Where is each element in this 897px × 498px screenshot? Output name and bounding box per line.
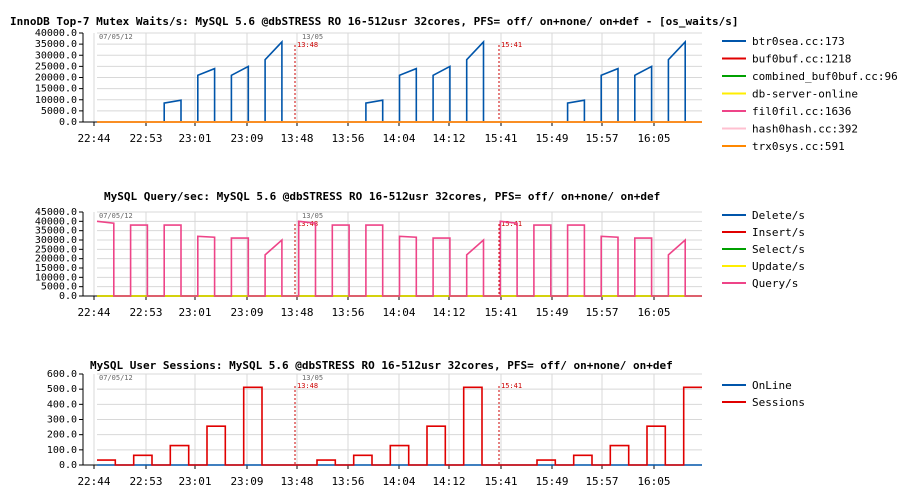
- y-tick-label: 25000.0: [35, 61, 77, 72]
- y-tick-label: 35000.0: [35, 39, 77, 50]
- y-tick-label: 20000.0: [35, 73, 77, 84]
- chart-1: InnoDB Top-7 Mutex Waits/s: MySQL 5.6 @d…: [10, 15, 897, 153]
- y-tick-label: 45000.0: [35, 207, 77, 218]
- x-tick-label: 23:09: [230, 306, 263, 319]
- legend-entry: Select/s: [752, 243, 805, 256]
- y-tick-label: 40000.0: [35, 216, 77, 227]
- x-tick-label: 15:49: [535, 132, 568, 145]
- x-tick-label: 23:09: [230, 132, 263, 145]
- x-tick-label: 23:01: [178, 132, 211, 145]
- y-tick-label: 30000.0: [35, 50, 77, 61]
- legend-entry: OnLine: [752, 379, 792, 392]
- x-tick-label: 14:04: [382, 306, 415, 319]
- legend-entry: Update/s: [752, 260, 805, 273]
- x-tick-label: 15:41: [484, 306, 517, 319]
- legend-entry: combined_buf0buf.cc:968: [752, 70, 897, 83]
- legend-entry: Query/s: [752, 277, 798, 290]
- x-tick-label: 14:12: [432, 132, 465, 145]
- legend-entry: Sessions: [752, 396, 805, 409]
- y-tick-label: 35000.0: [35, 226, 77, 237]
- x-tick-label: 13:56: [331, 132, 364, 145]
- y-tick-label: 0.0: [59, 117, 77, 128]
- x-tick-label: 15:41: [484, 132, 517, 145]
- legend-entry: Delete/s: [752, 209, 805, 222]
- marker-label: 15:41: [501, 382, 522, 390]
- date-label: 13/05: [302, 33, 323, 41]
- x-tick-label: 14:12: [432, 475, 465, 488]
- date-label: 13/05: [302, 212, 323, 220]
- date-label: 13/05: [302, 374, 323, 382]
- x-tick-label: 13:48: [280, 475, 313, 488]
- x-tick-label: 15:41: [484, 475, 517, 488]
- x-tick-label: 22:44: [77, 475, 110, 488]
- y-tick-label: 30000.0: [35, 235, 77, 246]
- marker-label: 13:48: [297, 220, 318, 228]
- x-tick-label: 13:48: [280, 306, 313, 319]
- marker-label: 13:48: [297, 41, 318, 49]
- y-tick-label: 10000.0: [35, 272, 77, 283]
- x-tick-label: 14:12: [432, 306, 465, 319]
- y-tick-label: 300.0: [47, 415, 77, 426]
- x-tick-label: 15:57: [585, 475, 618, 488]
- series-line: [97, 386, 702, 466]
- x-tick-label: 16:05: [637, 475, 670, 488]
- x-tick-label: 14:04: [382, 475, 415, 488]
- y-tick-label: 5000.0: [41, 106, 77, 117]
- legend-entry: btr0sea.cc:173: [752, 35, 845, 48]
- marker-label: 15:41: [501, 220, 522, 228]
- legend-entry: fil0fil.cc:1636: [752, 105, 851, 118]
- x-tick-label: 13:48: [280, 132, 313, 145]
- y-tick-label: 15000.0: [35, 263, 77, 274]
- chart-title: InnoDB Top-7 Mutex Waits/s: MySQL 5.6 @d…: [10, 15, 738, 28]
- x-tick-label: 14:04: [382, 132, 415, 145]
- x-tick-label: 22:53: [129, 132, 162, 145]
- x-tick-label: 22:53: [129, 306, 162, 319]
- x-tick-label: 23:09: [230, 475, 263, 488]
- x-tick-label: 23:01: [178, 306, 211, 319]
- legend-entry: Insert/s: [752, 226, 805, 239]
- x-tick-label: 13:56: [331, 475, 364, 488]
- x-tick-label: 15:49: [535, 306, 568, 319]
- date-label: 07/05/12: [99, 374, 133, 382]
- series-line: [96, 220, 702, 297]
- legend-entry: buf0buf.cc:1218: [752, 53, 851, 66]
- y-tick-label: 0.0: [59, 291, 77, 302]
- x-tick-label: 16:05: [637, 306, 670, 319]
- date-label: 07/05/12: [99, 212, 133, 220]
- x-tick-label: 23:01: [178, 475, 211, 488]
- chart-3: MySQL User Sessions: MySQL 5.6 @dbSTRESS…: [47, 359, 805, 488]
- y-tick-label: 500.0: [47, 384, 77, 395]
- y-tick-label: 15000.0: [35, 84, 77, 95]
- x-tick-label: 22:53: [129, 475, 162, 488]
- chart-title: MySQL User Sessions: MySQL 5.6 @dbSTRESS…: [90, 359, 673, 372]
- y-tick-label: 100.0: [47, 445, 77, 456]
- x-tick-label: 16:05: [637, 132, 670, 145]
- y-tick-label: 0.0: [59, 460, 77, 471]
- y-tick-label: 40000.0: [35, 28, 77, 39]
- x-tick-label: 22:44: [77, 132, 110, 145]
- marker-label: 15:41: [501, 41, 522, 49]
- chart-2: MySQL Query/sec: MySQL 5.6 @dbSTRESS RO …: [35, 190, 805, 319]
- x-tick-label: 15:57: [585, 132, 618, 145]
- x-tick-label: 22:44: [77, 306, 110, 319]
- legend-entry: hash0hash.cc:392: [752, 123, 858, 136]
- y-tick-label: 25000.0: [35, 244, 77, 255]
- date-label: 07/05/12: [99, 33, 133, 41]
- y-tick-label: 20000.0: [35, 254, 77, 265]
- legend-entry: db-server-online: [752, 88, 858, 101]
- x-tick-label: 13:56: [331, 306, 364, 319]
- x-tick-label: 15:49: [535, 475, 568, 488]
- marker-label: 13:48: [297, 382, 318, 390]
- chart-title: MySQL Query/sec: MySQL 5.6 @dbSTRESS RO …: [104, 190, 660, 203]
- y-tick-label: 200.0: [47, 430, 77, 441]
- series-line: [97, 39, 702, 123]
- y-tick-label: 600.0: [47, 369, 77, 380]
- y-tick-label: 10000.0: [35, 95, 77, 106]
- legend-entry: trx0sys.cc:591: [752, 140, 845, 153]
- y-tick-label: 5000.0: [41, 282, 77, 293]
- x-tick-label: 15:57: [585, 306, 618, 319]
- y-tick-label: 400.0: [47, 399, 77, 410]
